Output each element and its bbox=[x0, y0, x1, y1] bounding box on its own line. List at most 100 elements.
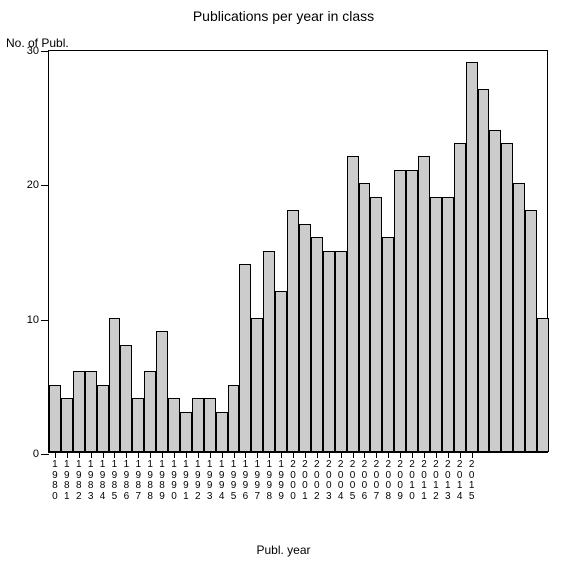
bar bbox=[394, 170, 406, 452]
x-tick bbox=[79, 452, 80, 458]
bar bbox=[275, 291, 287, 452]
bar bbox=[501, 143, 513, 452]
y-tick bbox=[41, 454, 49, 455]
bar bbox=[109, 318, 121, 452]
bar bbox=[168, 398, 180, 452]
x-tick-label: 1 9 9 8 bbox=[263, 460, 275, 502]
bar bbox=[478, 89, 490, 452]
y-tick-label: 30 bbox=[27, 45, 39, 57]
bar bbox=[430, 197, 442, 452]
x-tick-label: 1 9 8 7 bbox=[132, 460, 144, 502]
x-tick-label: 2 0 1 5 bbox=[466, 460, 478, 502]
x-tick bbox=[67, 452, 68, 458]
bar bbox=[382, 237, 394, 452]
x-tick-label: 2 0 1 0 bbox=[406, 460, 418, 502]
x-tick-label: 1 9 9 4 bbox=[216, 460, 228, 502]
x-tick-label: 1 9 8 1 bbox=[61, 460, 73, 502]
x-tick bbox=[448, 452, 449, 458]
x-tick-label: 2 0 0 7 bbox=[370, 460, 382, 502]
x-tick bbox=[210, 452, 211, 458]
x-tick bbox=[103, 452, 104, 458]
y-tick-label: 10 bbox=[27, 314, 39, 326]
x-tick bbox=[234, 452, 235, 458]
x-tick-label: 1 9 8 4 bbox=[97, 460, 109, 502]
x-tick-label: 2 0 0 3 bbox=[323, 460, 335, 502]
plot-area: 01020301 9 8 01 9 8 11 9 8 21 9 8 31 9 8… bbox=[48, 50, 548, 453]
x-tick-label: 1 9 8 3 bbox=[85, 460, 97, 502]
x-tick bbox=[174, 452, 175, 458]
x-tick-label: 2 0 0 2 bbox=[311, 460, 323, 502]
bar bbox=[347, 156, 359, 452]
x-tick-label: 1 9 9 9 bbox=[275, 460, 287, 502]
y-tick bbox=[41, 51, 49, 52]
x-tick bbox=[281, 452, 282, 458]
x-tick-label: 2 0 1 1 bbox=[418, 460, 430, 502]
x-tick-label: 1 9 8 9 bbox=[156, 460, 168, 502]
bar bbox=[418, 156, 430, 452]
y-tick bbox=[41, 320, 49, 321]
bar bbox=[216, 412, 228, 452]
x-tick-label: 1 9 8 2 bbox=[73, 460, 85, 502]
x-tick bbox=[472, 452, 473, 458]
bar bbox=[442, 197, 454, 452]
bar bbox=[120, 345, 132, 452]
bar bbox=[489, 130, 501, 452]
x-tick bbox=[91, 452, 92, 458]
x-tick bbox=[198, 452, 199, 458]
bar bbox=[466, 62, 478, 452]
bar bbox=[239, 264, 251, 452]
bar bbox=[263, 251, 275, 453]
bar bbox=[144, 371, 156, 452]
chart-container: Publications per year in class No. of Pu… bbox=[0, 0, 567, 567]
x-tick bbox=[186, 452, 187, 458]
x-tick-label: 1 9 9 3 bbox=[204, 460, 216, 502]
x-tick bbox=[329, 452, 330, 458]
bar bbox=[406, 170, 418, 452]
x-tick-label: 2 0 0 4 bbox=[335, 460, 347, 502]
bar bbox=[228, 385, 240, 452]
bar bbox=[311, 237, 323, 452]
bar bbox=[299, 224, 311, 452]
x-tick-label: 2 0 0 1 bbox=[299, 460, 311, 502]
x-tick bbox=[150, 452, 151, 458]
x-tick-label: 1 9 9 2 bbox=[192, 460, 204, 502]
bar bbox=[132, 398, 144, 452]
x-tick bbox=[114, 452, 115, 458]
x-tick bbox=[257, 452, 258, 458]
x-tick bbox=[353, 452, 354, 458]
x-tick-label: 1 9 9 0 bbox=[168, 460, 180, 502]
y-tick-label: 20 bbox=[27, 179, 39, 191]
bar bbox=[156, 331, 168, 452]
x-tick bbox=[436, 452, 437, 458]
bar bbox=[454, 143, 466, 452]
bar bbox=[73, 371, 85, 452]
x-tick bbox=[376, 452, 377, 458]
bar bbox=[204, 398, 216, 452]
x-tick-label: 2 0 0 6 bbox=[359, 460, 371, 502]
x-tick-label: 2 0 1 3 bbox=[442, 460, 454, 502]
x-tick bbox=[317, 452, 318, 458]
x-tick bbox=[341, 452, 342, 458]
chart-title: Publications per year in class bbox=[0, 8, 567, 24]
x-axis-label: Publ. year bbox=[0, 543, 567, 557]
bar bbox=[525, 210, 537, 452]
x-tick-label: 2 0 0 9 bbox=[394, 460, 406, 502]
x-tick bbox=[424, 452, 425, 458]
x-tick bbox=[293, 452, 294, 458]
bar bbox=[61, 398, 73, 452]
x-tick bbox=[55, 452, 56, 458]
x-tick bbox=[222, 452, 223, 458]
bar bbox=[85, 371, 97, 452]
x-tick-label: 1 9 8 8 bbox=[144, 460, 156, 502]
x-tick bbox=[388, 452, 389, 458]
y-tick-label: 0 bbox=[33, 448, 39, 460]
x-tick-label: 2 0 0 8 bbox=[382, 460, 394, 502]
x-tick-label: 2 0 0 0 bbox=[287, 460, 299, 502]
x-tick bbox=[460, 452, 461, 458]
bar bbox=[49, 385, 61, 452]
bar bbox=[192, 398, 204, 452]
bar bbox=[180, 412, 192, 452]
x-tick bbox=[400, 452, 401, 458]
bar bbox=[251, 318, 263, 452]
bars-layer bbox=[49, 51, 547, 452]
